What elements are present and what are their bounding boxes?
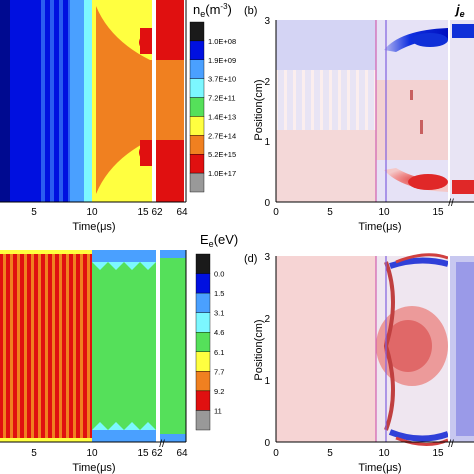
panel-a-colorbar: ne(m-3) 1.0E+08 1.9E+09 3.7E+10 7.2E+11 1.4E…	[189, 2, 236, 193]
colorbar-tick-label: 2.7E+14	[208, 131, 236, 140]
panel-a: 5 10 15 62 64 Time(μs) ne(m-3) 1.0E+081.…	[0, 0, 236, 233]
panel-d-ytick-3: 3	[264, 252, 270, 263]
panel-b-xtick-15: 15	[432, 207, 444, 218]
colorbar-swatch	[195, 273, 211, 294]
panel-c-xtick-10: 10	[86, 448, 98, 459]
colorbar-tick-label: 6.1	[214, 348, 224, 357]
panel-b-xtick-0: 0	[273, 207, 279, 218]
panel-c-colorbar-title: Ee(eV)	[200, 232, 238, 249]
panel-a-xtick-5: 5	[31, 207, 37, 218]
panel-d-heatmap	[276, 253, 474, 446]
colorbar-swatch	[189, 154, 205, 174]
panel-b-ytick-1: 1	[264, 137, 270, 148]
colorbar-tick-label: 3.1	[214, 309, 224, 318]
colorbar-tick-label: 7.7	[214, 367, 224, 376]
colorbar-swatch	[189, 172, 205, 193]
colorbar-tick-label: 7.2E+11	[208, 94, 236, 103]
colorbar-swatch	[195, 292, 211, 313]
panel-b-ytick-0: 0	[264, 198, 270, 209]
panel-c-xtick-5: 5	[31, 448, 37, 459]
panel-d-xlabel: Time(μs)	[358, 462, 401, 474]
panel-b-label: (b)	[244, 5, 257, 17]
colorbar-swatch	[189, 40, 205, 60]
colorbar-swatch	[189, 59, 205, 79]
colorbar-swatch	[189, 97, 205, 117]
colorbar-swatch	[195, 253, 211, 274]
panel-a-xlabel: Time(μs)	[72, 221, 115, 233]
panel-a-colorbar-swatches	[189, 21, 205, 193]
colorbar-tick-label: 4.6	[214, 328, 224, 337]
panel-a-xtick-62: 62	[151, 207, 163, 218]
panel-a-colorbar-labels: 1.0E+08 1.9E+09 3.7E+10 7.2E+11 1.4E+13 2.7E+…	[208, 37, 236, 178]
panel-d-xtick-10: 10	[378, 448, 390, 459]
panel-a-colorbar-title: ne(m-3)	[193, 2, 232, 19]
panel-c-xtick-62: 62	[151, 448, 163, 459]
panel-d-ytick-0: 0	[264, 438, 270, 449]
panel-c-xlabel: Time(μs)	[72, 462, 115, 474]
panel-b-colorbar-title: je	[454, 2, 465, 19]
panel-b-ytick-3: 3	[264, 16, 270, 27]
colorbar-tick-label: 1.0E+17	[208, 169, 236, 178]
panel-d-xtick-5: 5	[327, 448, 333, 459]
panel-d-label: (d)	[244, 253, 257, 265]
panel-c-xtick-15: 15	[137, 448, 149, 459]
panel-c-axis-break: //	[159, 439, 165, 450]
panel-c-colorbar: Ee(eV) 0.0 1.5 3.1 4.6 6.1 7.7 9.2 11	[195, 232, 238, 431]
panel-b-xtick-10: 10	[378, 207, 390, 218]
panel-b-ytick-2: 2	[264, 77, 270, 88]
colorbar-swatch	[195, 390, 211, 411]
colorbar-tick-label: 1.4E+13	[208, 112, 236, 121]
panel-d: (d) 3 2 1 0 Position(cm) 0 5 10 15 // Ti…	[244, 252, 474, 474]
colorbar-tick-label: 9.2	[214, 387, 224, 396]
colorbar-swatch	[189, 116, 205, 136]
panel-d-axis-break: //	[448, 439, 454, 450]
colorbar-swatch	[195, 371, 211, 392]
colorbar-swatch	[195, 332, 211, 352]
panel-a-xtick-64: 64	[176, 207, 188, 218]
panel-b-ylabel: Position(cm)	[253, 79, 265, 140]
colorbar-swatch	[195, 351, 211, 372]
panel-b-heatmap	[276, 20, 474, 202]
panel-c: 5 10 15 62 64 // Time(μs) Ee(eV) 0.0 1.5 3…	[0, 232, 238, 474]
panel-c-colorbar-swatches	[195, 253, 211, 431]
panel-b-xlabel: Time(μs)	[358, 221, 401, 233]
panel-b: (b) je 3 2 1 0 Position(cm) 0 5 10 15 //…	[244, 2, 474, 233]
panel-a-heatmap	[0, 0, 184, 202]
panel-b-axis-break: //	[448, 198, 454, 209]
colorbar-tick-label: 5.2E+15	[208, 150, 236, 159]
panel-c-heatmap	[0, 250, 186, 442]
panel-b-xtick-5: 5	[327, 207, 333, 218]
panel-d-ytick-2: 2	[264, 314, 270, 325]
colorbar-tick-label: 0.0	[214, 270, 224, 279]
colorbar-swatch	[189, 21, 205, 42]
colorbar-tick-label: 1.9E+09	[208, 56, 236, 65]
colorbar-tick-label: 3.7E+10	[208, 75, 236, 84]
colorbar-tick-label: 1.5	[214, 289, 224, 298]
colorbar-swatch	[189, 135, 205, 155]
colorbar-swatch	[195, 312, 211, 333]
panel-c-xtick-64: 64	[176, 448, 188, 459]
panel-d-ylabel: Position(cm)	[253, 319, 265, 380]
panel-a-xtick-15: 15	[137, 207, 149, 218]
panel-d-ytick-1: 1	[264, 376, 270, 387]
colorbar-swatch	[195, 410, 211, 431]
panel-a-xtick-10: 10	[86, 207, 98, 218]
colorbar-swatch	[189, 78, 205, 98]
colorbar-tick-label: 11	[214, 406, 222, 415]
colorbar-tick-label: 1.0E+08	[208, 37, 236, 46]
panel-d-xtick-0: 0	[273, 448, 279, 459]
panel-d-xtick-15: 15	[432, 448, 444, 459]
panel-c-colorbar-labels: 0.0 1.5 3.1 4.6 6.1 7.7 9.2 11	[214, 270, 224, 416]
